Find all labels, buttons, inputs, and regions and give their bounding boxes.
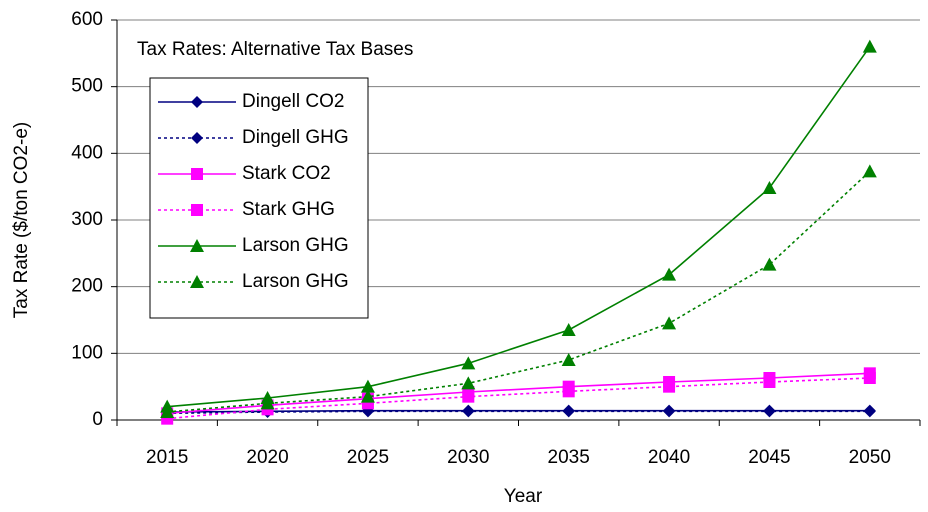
data-point — [663, 380, 676, 393]
series-line — [167, 46, 871, 408]
series-line — [167, 409, 870, 413]
x-tick-label: 2015 — [146, 447, 188, 468]
data-point — [360, 389, 375, 403]
y-tick-label: 100 — [71, 342, 103, 363]
y-axis-label: Tax Rate ($/ton CO2-e) — [11, 122, 32, 318]
y-tick-label: 400 — [71, 142, 103, 163]
legend-label: Dingell GHG — [242, 127, 349, 148]
y-tick-label: 0 — [92, 409, 103, 430]
y-tick-label: 600 — [71, 9, 103, 30]
legend-marker — [191, 132, 203, 144]
x-tick-label: 2040 — [648, 447, 690, 468]
data-point — [160, 405, 175, 418]
series-line — [167, 372, 870, 415]
x-tick-label: 2020 — [246, 447, 288, 468]
data-point — [862, 164, 877, 178]
data-point — [762, 257, 777, 271]
y-tick-label: 200 — [71, 276, 103, 297]
legend-label: Larson GHG — [242, 235, 349, 256]
data-point — [763, 376, 776, 388]
legend-label: Stark GHG — [242, 199, 335, 220]
x-tick-label: 2035 — [548, 447, 590, 468]
x-axis-label: Year — [504, 486, 543, 507]
legend-marker — [191, 96, 203, 108]
data-point — [562, 405, 575, 418]
x-tick-label: 2030 — [447, 447, 489, 468]
data-point — [462, 405, 475, 418]
data-point — [561, 323, 576, 336]
legend-box — [149, 77, 369, 319]
legend-label: Dingell CO2 — [242, 91, 344, 112]
y-tick-label: 500 — [71, 76, 103, 97]
data-point — [663, 405, 676, 418]
data-point — [462, 390, 475, 403]
legend-marker — [190, 239, 204, 252]
legend-marker — [191, 168, 203, 180]
legend-marker — [190, 275, 204, 288]
data-point — [461, 376, 476, 390]
legend-marker — [191, 204, 203, 216]
data-point — [360, 379, 375, 393]
data-point — [662, 316, 677, 330]
data-point — [863, 405, 876, 418]
x-tick-label: 2045 — [748, 447, 790, 468]
data-point — [561, 353, 576, 366]
data-point — [863, 372, 876, 384]
y-tick-label: 300 — [71, 209, 103, 230]
chart-title: Tax Rates: Alternative Tax Bases — [137, 39, 413, 60]
data-point — [562, 385, 575, 398]
legend-label: Larson GHG — [242, 271, 349, 292]
data-point — [763, 405, 776, 418]
data-point — [461, 356, 476, 370]
data-point — [762, 181, 777, 194]
data-point — [862, 39, 877, 53]
data-point — [260, 396, 275, 410]
legend-label: Stark CO2 — [242, 163, 331, 184]
x-tick-label: 2025 — [347, 447, 389, 468]
series-line — [167, 170, 871, 413]
x-tick-label: 2050 — [849, 447, 891, 468]
data-point — [662, 267, 677, 281]
